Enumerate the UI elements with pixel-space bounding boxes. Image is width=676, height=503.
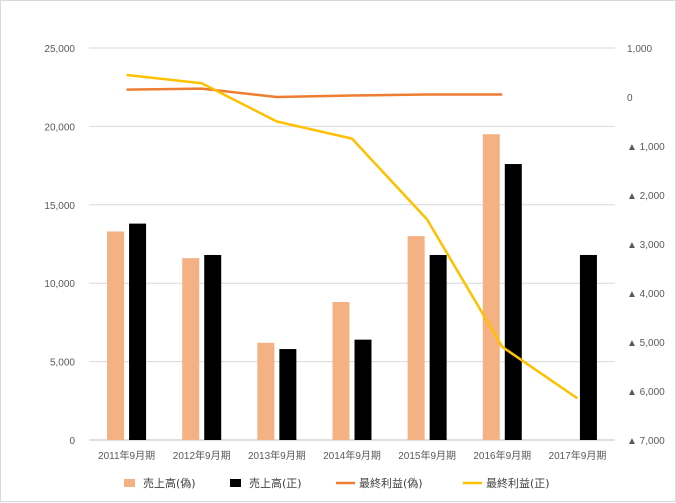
right-axis-tick-label: ▲ 5,000 [627,338,665,349]
line-profit-real [126,73,579,400]
right-axis-tick-label: 0 [627,93,633,104]
right-axis-tick-label: ▲ 2,000 [627,191,665,202]
x-axis-tick-label: 2012年9月期 [173,449,231,462]
legend-label: 売上高(偽) [143,476,196,490]
line-profit-fake [126,87,503,99]
x-axis-tick-label: 2014年9月期 [323,449,381,462]
bar-sales-fake [257,342,275,440]
left-axis-tick-label: 15,000 [44,201,75,212]
bar-sales-fake [332,302,350,440]
bar-sales-real [279,349,297,440]
bar-sales-fake [182,258,200,440]
left-axis-tick-label: 5,000 [50,358,75,369]
x-axis-tick-label: 2016年9月期 [473,449,531,462]
bar-sales-real [354,339,372,440]
x-axis-tick-label: 2013年9月期 [248,449,306,462]
legend-label: 売上高(正) [249,476,302,490]
left-axis-tick-label: 20,000 [44,122,75,133]
bar-sales-real [504,164,522,441]
bar-sales-fake [107,231,125,440]
x-axis-tick-label: 2011年9月期 [98,449,155,462]
right-axis-tick-label: 1,000 [627,44,652,55]
bar-sales-real [204,254,222,440]
bar-sales-real [129,223,147,440]
bar-sales-fake [407,236,425,440]
legend-swatch [230,479,241,487]
right-axis-tick-label: ▲ 3,000 [627,240,665,251]
x-axis-tick-label: 2015年9月期 [398,449,456,462]
right-axis-tick-label: ▲ 4,000 [627,289,665,300]
bar-sales-real [429,254,447,440]
left-axis-tick-label: 0 [69,436,75,447]
legend-swatch [124,479,135,487]
x-axis-tick-label: 2017年9月期 [549,449,607,462]
left-axis-tick-label: 10,000 [44,279,75,290]
right-axis-tick-label: ▲ 6,000 [627,387,665,398]
left-axis-tick-label: 25,000 [44,44,75,55]
right-axis-tick-label: ▲ 1,000 [627,142,665,153]
bar-sales-real [579,254,597,440]
bar-sales-fake [482,134,500,441]
right-axis-tick-label: ▲ 7,000 [627,436,665,447]
legend-label: 最終利益(偽) [359,476,423,490]
legend-label: 最終利益(正) [486,476,550,490]
